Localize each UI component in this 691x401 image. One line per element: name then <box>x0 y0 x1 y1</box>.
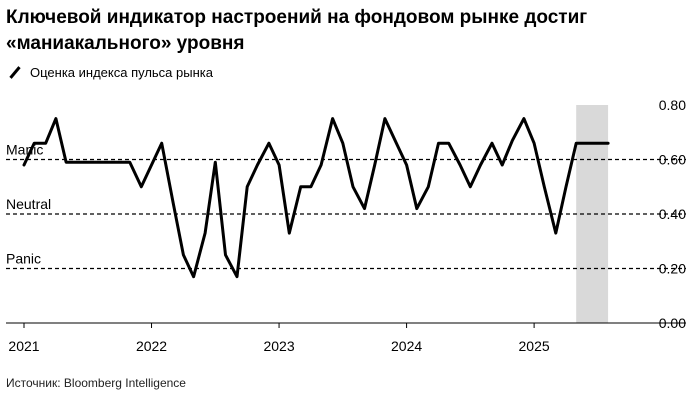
series-line <box>22 117 610 279</box>
source-note: Источник: Bloomberg Intelligence <box>6 376 186 390</box>
legend-label: Оценка индекса пульса рынка <box>30 64 213 80</box>
y-tick-label: 0.40 <box>659 206 686 222</box>
x-tick-label: 2021 <box>8 338 39 354</box>
x-tick-label: 2022 <box>136 338 167 354</box>
y-tick-label: 0.20 <box>659 261 686 277</box>
x-tick-label: 2024 <box>391 338 422 354</box>
reference-label: Neutral <box>6 196 51 212</box>
x-tick-label: 2025 <box>519 338 550 354</box>
y-tick-label: 0.60 <box>659 152 686 168</box>
reference-label: Panic <box>6 251 41 267</box>
x-tick-label: 2023 <box>263 338 294 354</box>
chart-title: Ключевой индикатор настроений на фондово… <box>6 7 588 54</box>
legend: Оценка индекса пульса рынка <box>6 63 213 81</box>
y-tick-label: 0.80 <box>659 97 686 113</box>
